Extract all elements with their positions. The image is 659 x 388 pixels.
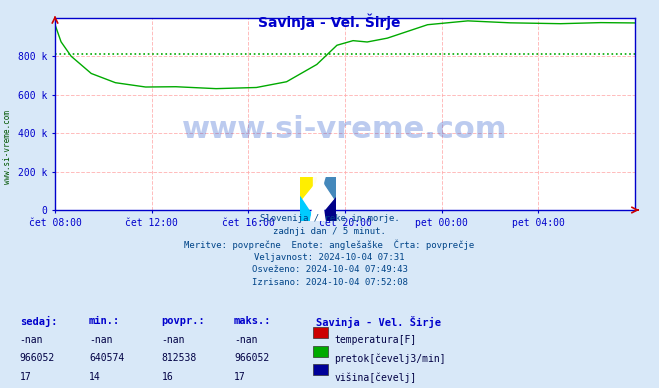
Polygon shape (316, 197, 336, 221)
Text: -nan: -nan (89, 335, 113, 345)
Text: 14: 14 (89, 372, 101, 382)
Text: Veljavnost: 2024-10-04 07:31: Veljavnost: 2024-10-04 07:31 (254, 253, 405, 262)
Polygon shape (311, 177, 326, 221)
Polygon shape (300, 197, 316, 221)
Text: zadnji dan / 5 minut.: zadnji dan / 5 minut. (273, 227, 386, 236)
Text: min.:: min.: (89, 316, 120, 326)
Polygon shape (320, 177, 336, 201)
Text: 812538: 812538 (161, 353, 196, 364)
Text: -nan: -nan (234, 335, 258, 345)
Text: 17: 17 (20, 372, 32, 382)
Text: www.si-vreme.com: www.si-vreme.com (3, 111, 13, 184)
Text: Slovenija / reke in morje.: Slovenija / reke in morje. (260, 214, 399, 223)
Polygon shape (300, 177, 320, 201)
Text: 640574: 640574 (89, 353, 124, 364)
Text: maks.:: maks.: (234, 316, 272, 326)
Text: www.si-vreme.com: www.si-vreme.com (183, 115, 507, 144)
Text: sedaj:: sedaj: (20, 316, 57, 327)
Text: višina[čevelj]: višina[čevelj] (334, 372, 416, 383)
Polygon shape (312, 177, 324, 221)
Text: 17: 17 (234, 372, 246, 382)
Polygon shape (311, 177, 326, 221)
Text: 966052: 966052 (20, 353, 55, 364)
Text: 966052: 966052 (234, 353, 269, 364)
Text: -nan: -nan (161, 335, 185, 345)
Text: pretok[čevelj3/min]: pretok[čevelj3/min] (334, 353, 445, 364)
Text: povpr.:: povpr.: (161, 316, 205, 326)
Text: temperatura[F]: temperatura[F] (334, 335, 416, 345)
Text: Izrisano: 2024-10-04 07:52:08: Izrisano: 2024-10-04 07:52:08 (252, 278, 407, 287)
Text: Meritve: povprečne  Enote: anglešaške  Črta: povprečje: Meritve: povprečne Enote: anglešaške Črt… (185, 240, 474, 250)
Text: Savinja - Vel. Širje: Savinja - Vel. Širje (258, 14, 401, 30)
Text: Osveženo: 2024-10-04 07:49:43: Osveženo: 2024-10-04 07:49:43 (252, 265, 407, 274)
Text: -nan: -nan (20, 335, 43, 345)
Text: Savinja - Vel. Širje: Savinja - Vel. Širje (316, 316, 442, 328)
Text: 16: 16 (161, 372, 173, 382)
